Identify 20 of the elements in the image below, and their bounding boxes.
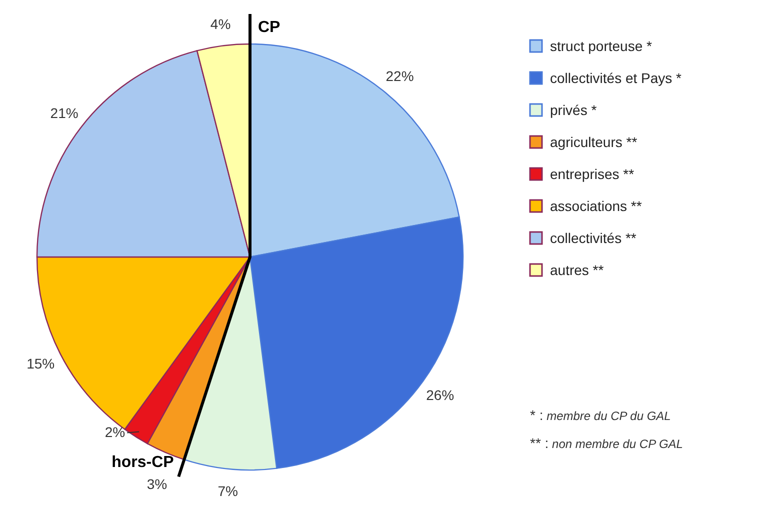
data-label: 15% — [26, 356, 55, 372]
data-label: 4% — [210, 16, 231, 32]
text: hors-CP — [112, 454, 174, 471]
legend-label: agriculteurs ** — [550, 134, 638, 150]
legend-label: struct porteuse * — [550, 38, 652, 54]
data-label: 3% — [146, 476, 168, 492]
data-label: 2% — [104, 424, 126, 440]
legend-label: entreprises ** — [550, 166, 635, 182]
legend-label: autres ** — [550, 262, 604, 278]
text: CP — [258, 19, 281, 36]
data-label: 26% — [426, 387, 454, 404]
data-label: 21% — [50, 104, 78, 121]
legend-label: collectivités et Pays * — [550, 70, 682, 86]
data-label: 7% — [218, 482, 238, 499]
legend-label: associations ** — [550, 198, 642, 214]
legend-label: privés * — [550, 102, 598, 118]
legend-label: collectivités ** — [550, 230, 637, 246]
text: * : membre du CP du GAL — [530, 407, 671, 423]
text: ** : non membre du CP GAL — [530, 435, 683, 451]
data-label: 22% — [386, 68, 414, 84]
